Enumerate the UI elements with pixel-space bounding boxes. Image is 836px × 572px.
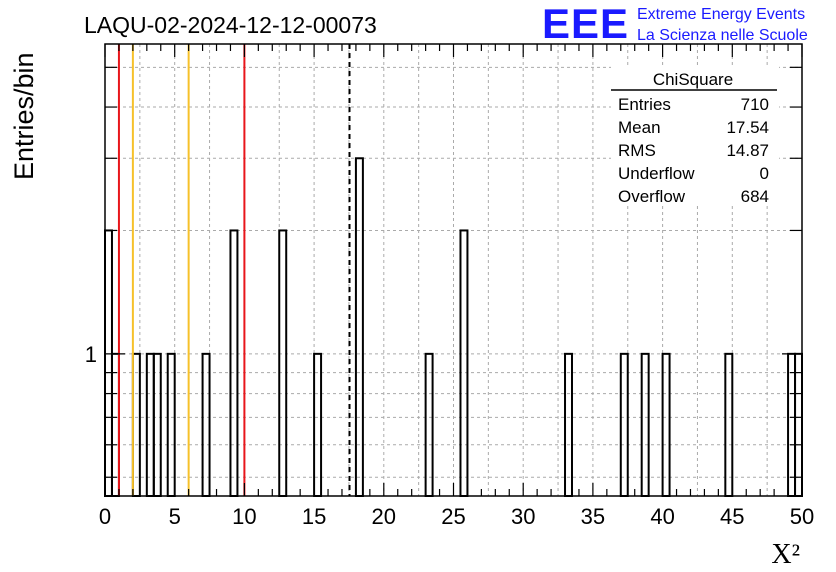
histogram-bin [564,352,573,497]
histogram-bin [145,352,155,497]
x-tick-label: 25 [441,504,465,529]
x-tick-label: 50 [790,504,814,529]
histogram-bin [313,352,323,497]
histogram-bin [640,352,650,497]
x-tick-label: 0 [99,504,111,529]
chart-title: LAQU-02-2024-12-12-00073 [84,12,377,38]
histogram-bin [201,352,211,497]
stats-label: Entries [618,95,671,114]
logo-line1: Extreme Energy Events [637,6,805,23]
stats-label: RMS [618,141,656,160]
histogram-bin [131,352,141,497]
histogram-bin [794,352,804,497]
eee-logo: EEE Extreme Energy Events La Scienza nel… [542,0,808,47]
grid [105,44,802,496]
stats-value: 14.87 [726,141,769,160]
stats-value: 17.54 [726,118,769,137]
x-axis-label: X² [771,539,800,570]
y-tick-label: 1 [85,342,97,367]
stats-value: 710 [741,95,769,114]
x-tick-label: 45 [720,504,744,529]
histogram-bin [166,352,176,497]
histogram-bin [661,352,671,497]
histogram-bin [229,229,239,497]
logo-mark: EEE [542,0,629,47]
reference-lines [117,44,351,496]
histogram-bin [787,352,797,497]
histogram-bin [459,229,469,497]
x-tick-label: 35 [581,504,605,529]
histogram-bin [619,352,629,497]
histogram-bin [424,352,434,497]
x-tick-label: 40 [650,504,674,529]
tick-labels: 0 5 10 15 20 25 30 35 40 45 50 1 [85,342,814,529]
stats-box: ChiSquare Entries 710 Mean 17.54 RMS 14.87 Und… [611,66,779,206]
histogram-bin [110,352,120,497]
axis-ticks [104,44,803,496]
stats-value: 684 [741,187,769,206]
histogram-bin [104,229,113,497]
histogram-bin [724,352,734,497]
stats-label: Underflow [618,164,695,183]
y-axis-label: Entries/bin [9,52,39,180]
x-tick-label: 10 [232,504,256,529]
histogram-bin [278,229,288,497]
x-tick-label: 20 [372,504,396,529]
stats-label: Mean [618,118,661,137]
logo-line2: La Scienza nelle Scuole [637,27,808,44]
x-tick-label: 15 [302,504,326,529]
stats-label: Overflow [618,187,686,206]
histogram-bin [354,157,364,497]
histogram-bin [152,352,162,497]
x-tick-label: 5 [169,504,181,529]
x-tick-label: 30 [511,504,535,529]
stats-title: ChiSquare [653,70,733,89]
stats-value: 0 [760,164,769,183]
